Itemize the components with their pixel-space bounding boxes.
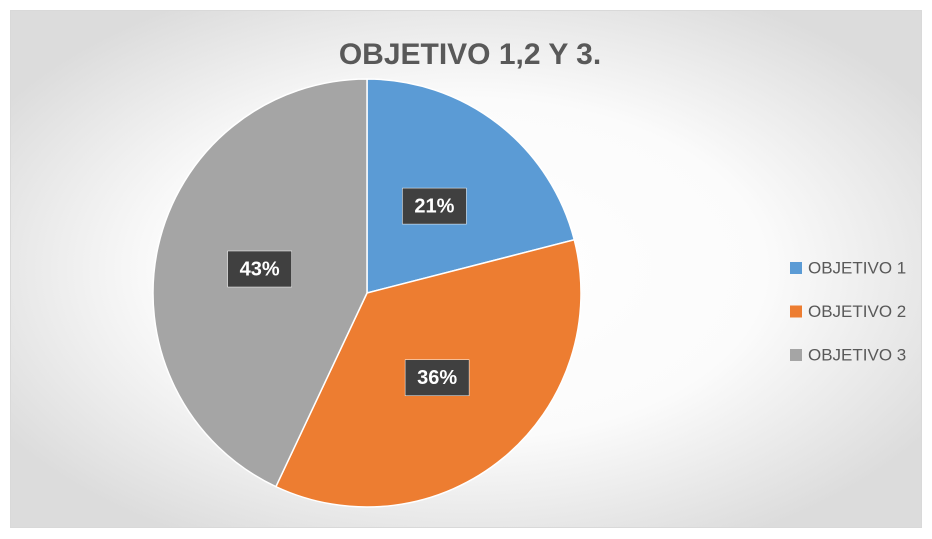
legend-swatch bbox=[790, 262, 802, 274]
legend-label: OBJETIVO 1 bbox=[808, 258, 906, 277]
pie-slice bbox=[366, 78, 576, 294]
legend-label: OBJETIVO 3 bbox=[808, 345, 906, 364]
data-label: 43% bbox=[240, 258, 280, 280]
data-label-box bbox=[227, 250, 292, 288]
legend-swatch bbox=[790, 349, 802, 361]
data-label: 36% bbox=[417, 367, 457, 389]
legend-swatch bbox=[790, 305, 802, 318]
data-label-box bbox=[402, 187, 467, 225]
chart-title: OBJETIVO 1,2 Y 3. bbox=[339, 38, 601, 71]
data-label-box bbox=[404, 359, 470, 397]
legend-label: OBJETIVO 2 bbox=[808, 302, 906, 321]
data-label: 21% bbox=[414, 195, 454, 217]
